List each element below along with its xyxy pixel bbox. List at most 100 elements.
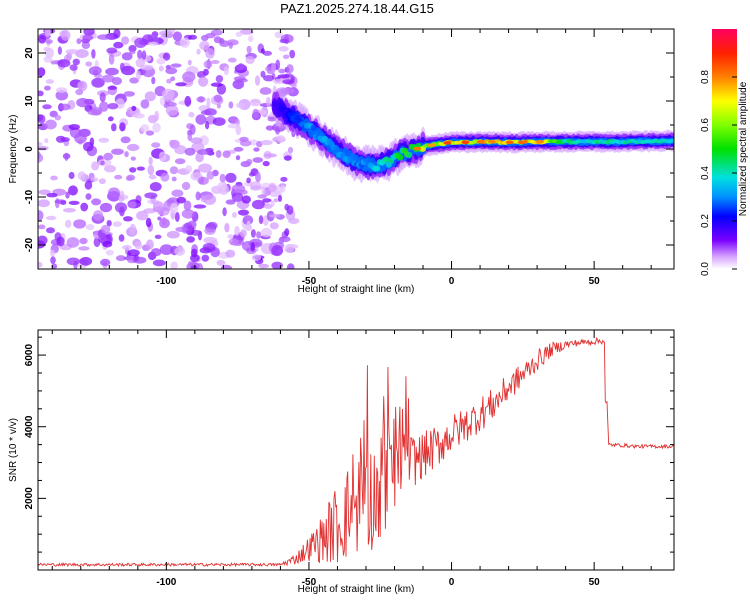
noise-blob [190,254,200,263]
noise-blob [195,191,201,201]
figure-title: PAZ1.2025.274.18.44.G15 [280,1,434,16]
noise-blob [196,96,206,103]
snr-x-tick-label: 50 [589,577,601,588]
noise-blob [249,139,258,146]
noise-blob [156,57,166,65]
noise-blob [38,261,43,268]
noise-blob [100,258,111,266]
noise-blob [115,255,126,262]
noise-blob [66,237,80,248]
noise-blob [174,212,180,222]
noise-blob [159,151,167,162]
noise-blob [158,65,164,72]
noise-blob [113,29,121,39]
noise-blob [78,246,90,251]
noise-blob [222,207,227,217]
noise-blob [241,195,251,204]
noise-blob [60,30,71,41]
noise-blob [198,76,209,87]
noise-blob [250,185,262,191]
noise-blob [250,229,256,238]
colorbar-tick-label: 0.0 [700,262,711,276]
noise-blob [262,198,272,203]
snr-panel: -100 -50 0 50 2000 4000 6000 Height of straigh… [8,329,675,595]
noise-blob [224,222,230,233]
ridge-cell [363,157,369,164]
noise-blob [114,174,123,180]
noise-blob [188,111,195,118]
noise-blob [107,116,114,122]
snr-frame [37,329,675,571]
noise-blob [108,53,115,65]
noise-blob [284,243,295,254]
noise-blob [261,186,266,197]
noise-blob [271,62,277,73]
noise-blob [203,60,213,69]
snr-y-tick-label: 2000 [24,487,35,510]
noise-blob [181,209,195,219]
noise-blob [64,219,72,228]
noise-blob [265,96,271,108]
noise-blob [165,101,177,107]
noise-blob [222,150,231,158]
noise-blob [278,68,286,74]
noise-blob [240,229,247,238]
noise-blob [91,198,102,206]
noise-blob [106,47,118,54]
noise-blob [97,34,111,40]
noise-blob [59,103,71,111]
noise-blob [217,182,228,191]
noise-blob [256,231,262,239]
noise-blob [242,215,254,226]
ridge-peak [461,140,470,145]
noise-blob [215,75,224,83]
noise-blob [38,210,44,221]
noise-blob [45,79,55,84]
noise-blob [69,64,78,71]
noise-blob [131,105,137,112]
noise-blob [91,49,96,59]
noise-blob [126,143,140,152]
noise-blob [260,48,265,54]
colorbar-ticks: 0.0 0.2 0.4 0.6 0.8 [700,70,737,276]
noise-blob [215,150,222,158]
noise-blob [280,176,288,182]
ridge-cell [383,156,390,163]
noise-blob [182,71,196,83]
noise-blob [195,152,204,163]
noise-blob [154,234,162,239]
noise-blob [280,87,294,95]
noise-blob [237,63,245,71]
noise-blob [170,261,178,269]
noise-blob [268,184,277,192]
noise-blob [80,202,89,212]
noise-blob [280,184,286,193]
snr-x-label: Height of straight line (km) [298,584,415,595]
noise-blob [50,256,56,265]
noise-blob [128,45,137,52]
noise-blob [252,157,264,163]
noise-blob [255,171,261,183]
noise-blob [279,38,289,44]
noise-blob [187,59,192,66]
noise-blob [174,158,186,165]
noise-blob [99,92,106,103]
noise-blob [151,76,156,85]
noise-blob [237,78,248,83]
noise-blob [166,78,172,84]
noise-blob [250,242,256,252]
noise-blob [246,177,251,184]
noise-blob [98,137,110,143]
noise-blob [114,202,128,213]
noise-blob [263,203,273,209]
noise-blob [197,176,209,185]
colorbar-tick-label: 0.4 [700,166,711,180]
noise-blob [101,74,115,83]
noise-blob [135,58,145,68]
noise-blob [234,225,240,236]
noise-blob [73,219,87,229]
noise-blob [184,147,196,156]
noise-blob [225,249,236,258]
ridge-peak [427,143,436,147]
